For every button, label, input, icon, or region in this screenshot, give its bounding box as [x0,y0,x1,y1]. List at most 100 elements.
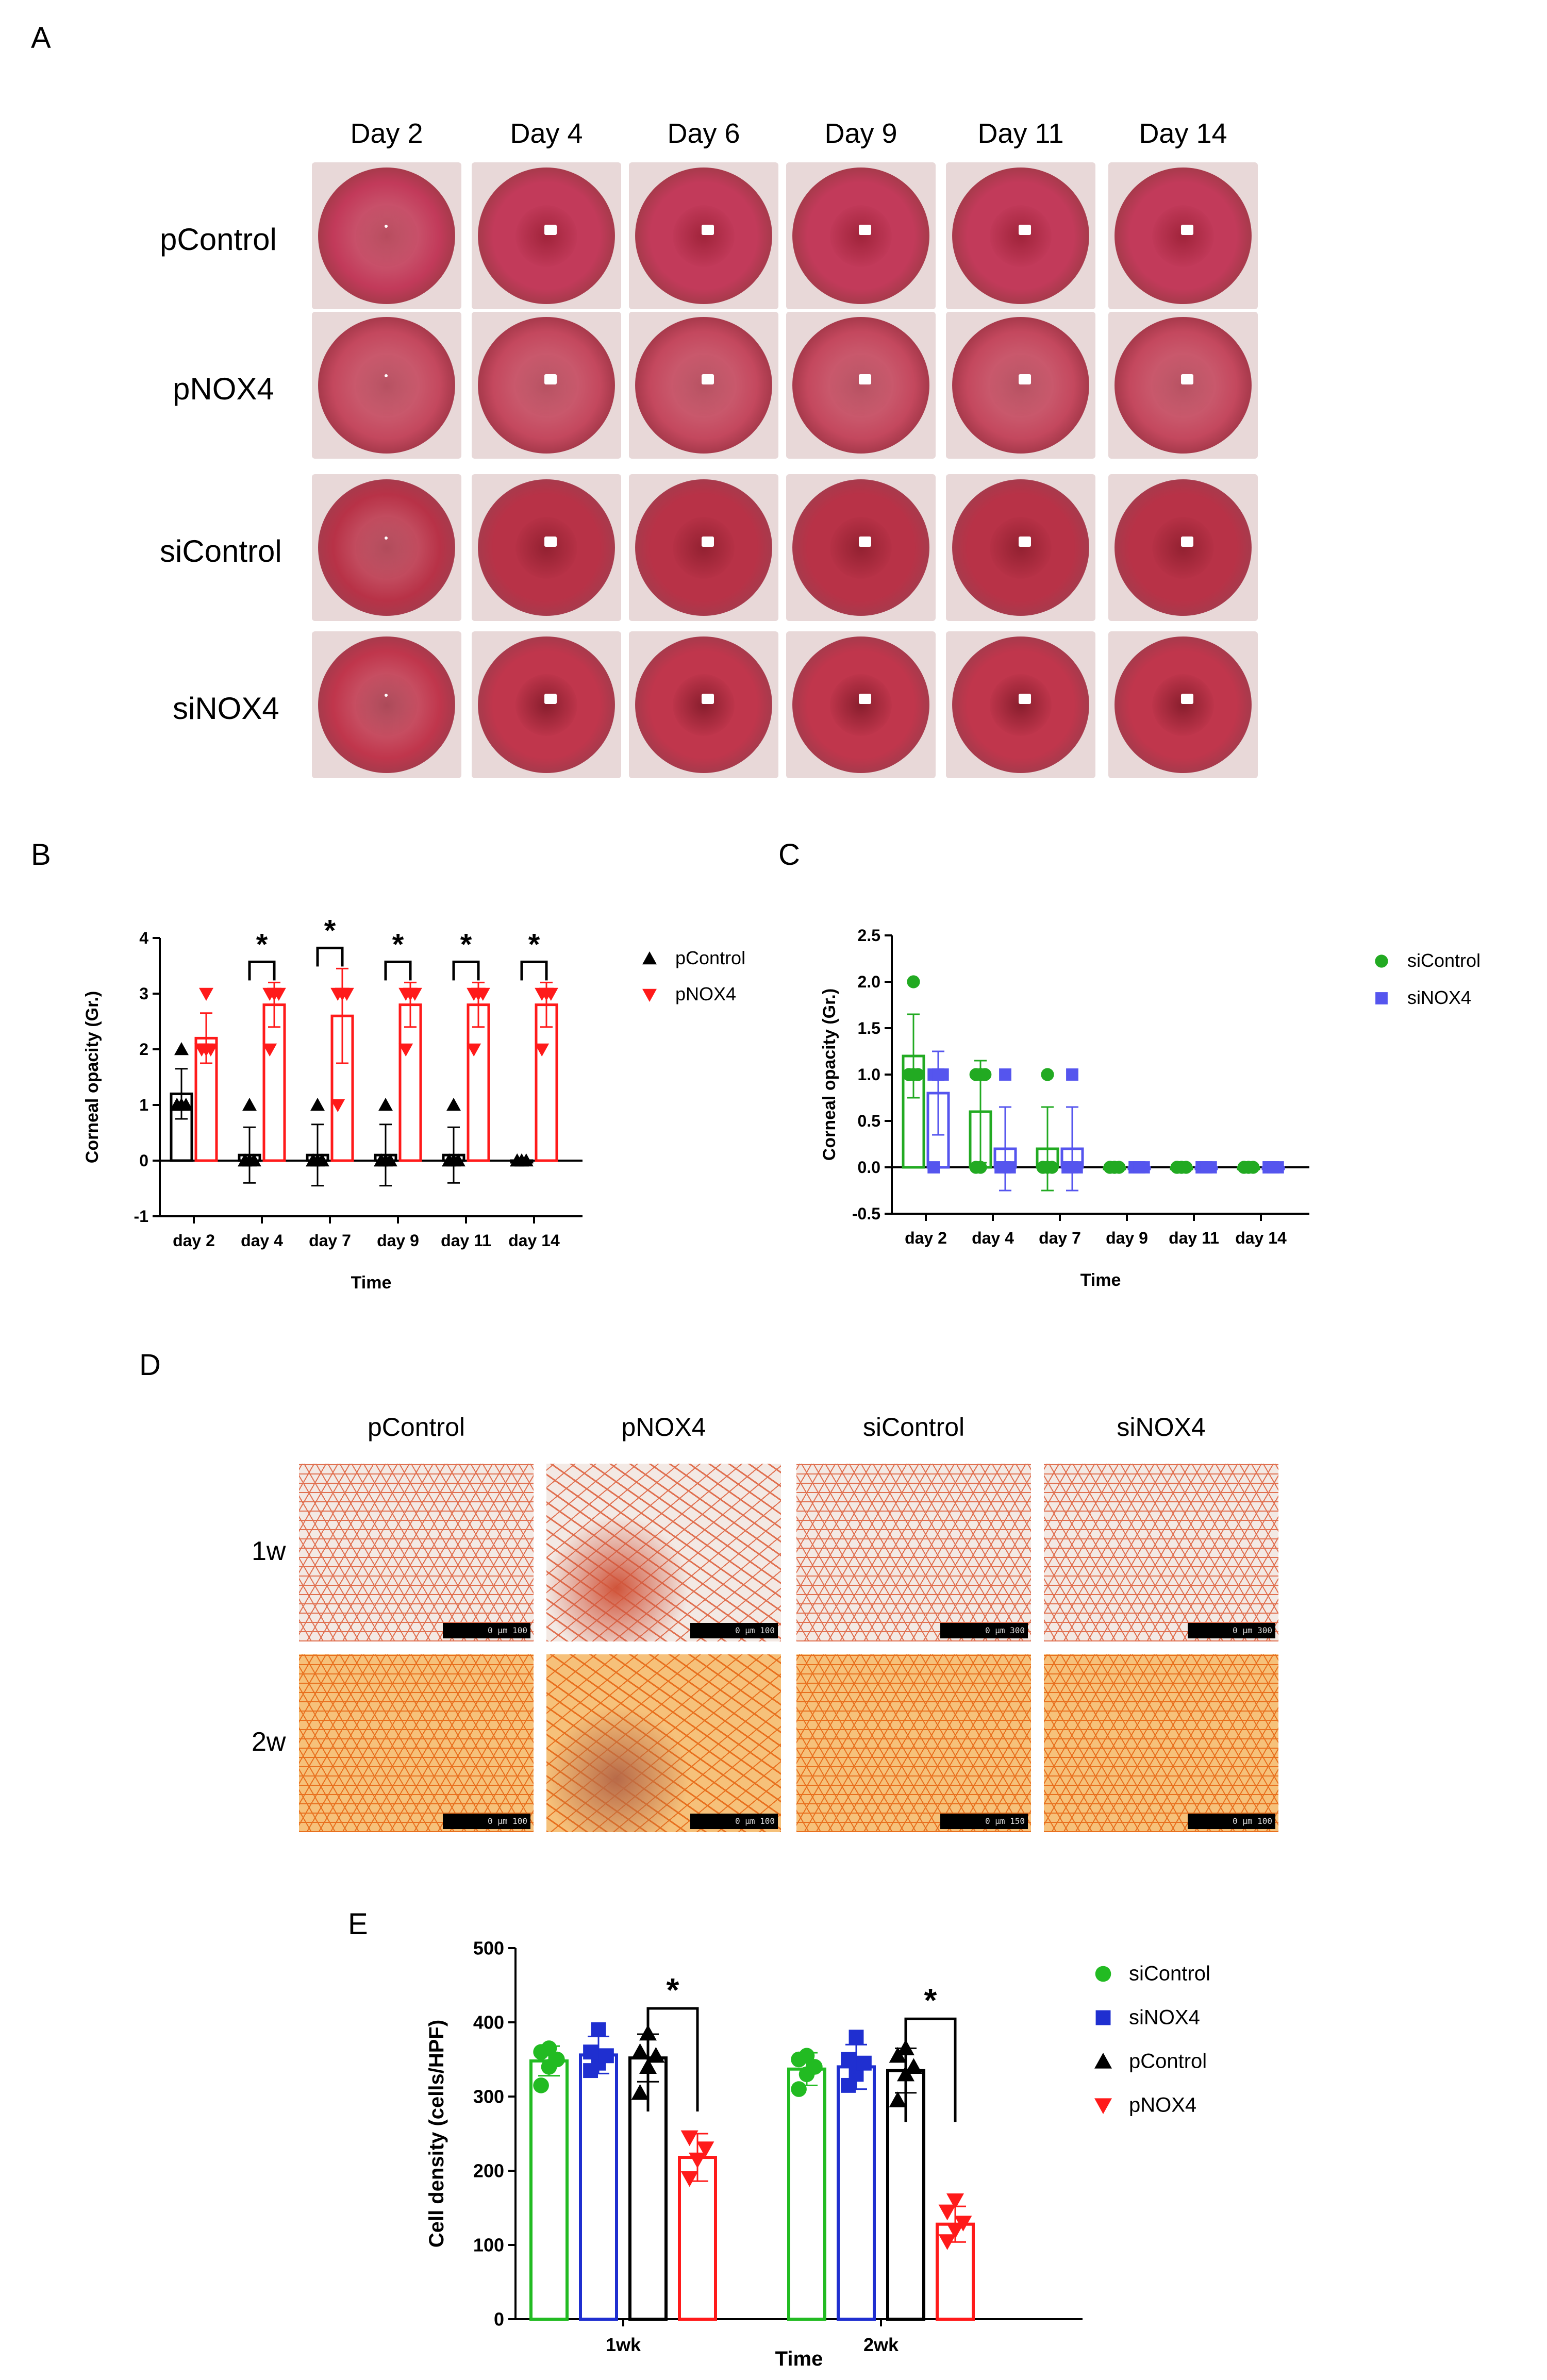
legend-label: pNOX4 [675,983,736,1004]
y-tick-label: 4 [139,929,148,947]
data-point [994,1161,1007,1174]
eye-pupil [515,516,577,579]
panel-letter-e: E [348,1907,368,1941]
bar-pNOX4 [535,1003,558,1162]
eye-iris [318,317,455,454]
y-tick-label: 300 [473,2086,504,2107]
eye-iris [318,636,455,773]
eye-pupil [356,354,418,416]
data-point [807,2059,823,2075]
x-tick-label: day 14 [1235,1229,1287,1247]
bar-siNOX4 [579,2053,618,2321]
y-axis-label: Corneal opacity (Gr.) [820,988,839,1161]
eye-photo [786,162,936,309]
eye-photo [1108,474,1258,621]
eye-pupil [673,354,735,416]
significance-star: * [667,1971,679,2008]
x-tick-label: day 9 [377,1231,419,1250]
data-point [591,2022,606,2037]
data-point [680,2130,698,2147]
eye-pupil [990,674,1052,736]
day-label: Day 14 [1139,118,1227,149]
micrograph: 0 µm 100 [1044,1654,1278,1832]
eye-pupil [990,205,1052,267]
eye-pupil [990,516,1052,579]
y-tick-label: 3 [139,984,148,1003]
scale-bar-label: 0 µm 300 [985,1625,1025,1635]
data-point [791,2081,807,2097]
day-label: Day 11 [977,118,1064,149]
eye-photo [312,162,461,309]
data-point [374,1153,389,1167]
data-point [194,1043,209,1057]
legend-label: siControl [1129,1963,1210,1985]
scale-bar-label: 0 µm 100 [735,1625,775,1635]
eye-pupil [515,205,577,267]
data-point [932,1068,944,1081]
micrograph: 0 µm 100 [299,1464,534,1641]
eye-photo [946,474,1095,621]
data-point [1133,1161,1145,1174]
bar-pNOX4 [262,1003,286,1162]
data-point [203,1043,218,1057]
eye-pupil [673,674,735,736]
data-point [799,2048,815,2064]
data-point [1095,2010,1111,2025]
eye-pupil [515,674,577,736]
data-point [631,2084,649,2100]
chart-c: -0.5 0.0 0.5 1.0 1.5 2.0 2.5 Corneal opacity (G… [820,926,1481,1290]
x-tick-label: 2wk [863,2334,899,2355]
data-point [514,1153,529,1167]
eye-glint [544,224,557,235]
eye-glint [544,374,557,384]
y-tick-label: 0 [139,1151,148,1170]
data-point [1041,1068,1054,1081]
data-point [1061,1161,1074,1174]
legend-label: siControl [1407,950,1481,971]
eye-photo [629,474,778,621]
eye-photo [1108,312,1258,459]
y-tick-label: 0.0 [858,1158,880,1177]
data-point [446,1098,461,1111]
x-tick-label: day 11 [441,1231,491,1250]
eye-glint [385,536,388,540]
eye-glint [859,374,871,384]
legend-label: siNOX4 [1407,987,1471,1008]
data-point [954,2216,972,2232]
eye-iris [478,317,615,454]
micrograph: 0 µm 150 [796,1654,1031,1832]
y-tick-label: 100 [473,2235,504,2256]
day-label: Day 6 [667,118,740,149]
data-point [974,1068,987,1081]
eye-photo [1108,631,1258,778]
data-point [1242,1161,1255,1174]
legend-label: pControl [675,947,745,968]
data-point [238,1153,253,1167]
significance-bracket [452,960,480,981]
chart-b: -1 0 1 2 3 4 Corneal opacity (Gr.) Time day 2 day… [82,914,745,1293]
data-point [535,1043,550,1057]
eye-pupil [673,516,735,579]
data-point [330,1099,345,1112]
significance-bracket [904,2017,957,2122]
row-label: siControl [160,534,282,568]
eye-glint [702,693,714,704]
chart-e: 0 100 200 300 400 500 Cell density (cells/HPF)… [425,1938,1210,2370]
data-point [598,2048,614,2064]
eye-photo [786,631,936,778]
row-label: siNOX4 [173,691,279,726]
significance-star: * [528,928,540,961]
data-point [927,1161,940,1174]
data-point [539,987,554,1001]
significance-bracket [384,960,412,981]
scale-bar: 0 µm 100 [443,1814,530,1829]
x-tick-label: day 2 [173,1231,215,1250]
significance-star: * [256,928,268,961]
data-point [889,2091,907,2107]
panel-letter-c: C [778,838,800,871]
eye-photo [312,631,461,778]
eye-photo [629,631,778,778]
significance-star: * [324,914,336,947]
micrograph: 0 µm 300 [796,1464,1031,1641]
data-point [541,2040,557,2056]
